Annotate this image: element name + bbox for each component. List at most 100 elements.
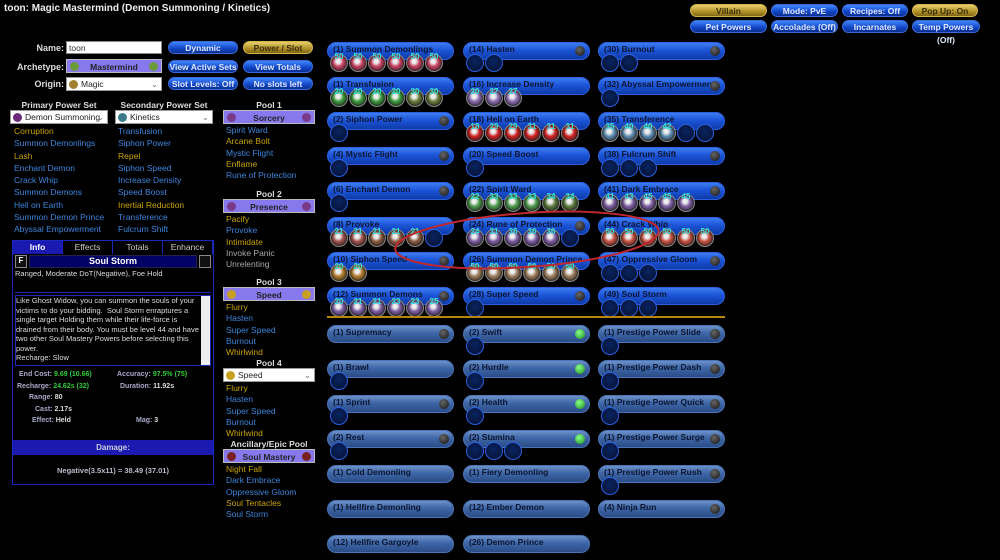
- power-slot-prestige-power-rush[interactable]: (1) Prestige Power Rush: [598, 465, 725, 495]
- power-list-item[interactable]: Summon Demonlings: [14, 138, 96, 149]
- power-slot-demon-prince[interactable]: (26) Demon Prince: [463, 535, 590, 553]
- toggle-indicator-icon[interactable]: [710, 469, 720, 479]
- enhancement-slot[interactable]: 45: [658, 192, 676, 212]
- empty-slot[interactable]: [330, 124, 348, 142]
- secondary-set-select[interactable]: Kinetics ⌄: [115, 110, 213, 124]
- archetype-selector[interactable]: Mastermind: [66, 59, 162, 73]
- power-list-item[interactable]: Summon Demons: [14, 187, 83, 198]
- power-slot-stamina[interactable]: (2) Stamina: [463, 430, 590, 460]
- origin-select[interactable]: Magic ⌄: [66, 77, 162, 91]
- power-list-item[interactable]: Super Speed: [226, 324, 276, 335]
- power-slot-rune-of-protection[interactable]: (24) Rune of Protection 24 31 36 36 36: [463, 217, 590, 247]
- enhancement-slot[interactable]: 20: [349, 262, 367, 282]
- toggle-indicator-icon[interactable]: [710, 81, 720, 91]
- power-list-item[interactable]: Pacify: [226, 214, 250, 224]
- power-list-item[interactable]: Rune of Protection: [226, 170, 297, 181]
- toggle-indicator-icon[interactable]: [710, 504, 720, 514]
- empty-slot[interactable]: [561, 229, 579, 247]
- enhancement-slot[interactable]: 30: [406, 87, 424, 107]
- power-list-item[interactable]: Speed Boost: [118, 187, 167, 198]
- enhancement-slot[interactable]: 50: [406, 52, 424, 72]
- power-slot-swift[interactable]: (2) Swift: [463, 325, 590, 355]
- power-list-item[interactable]: Fulcrum Shift: [118, 224, 169, 235]
- enhancement-slot[interactable]: 20: [466, 87, 484, 107]
- enhancement-slot[interactable]: 50: [425, 52, 443, 72]
- enhancement-slot[interactable]: 21: [330, 227, 348, 247]
- enhancement-slot[interactable]: 50: [485, 262, 503, 282]
- enhancement-slot[interactable]: 31: [485, 227, 503, 247]
- power-slot-transfusion[interactable]: (1) Transfusion 20 20 20 20 30 30: [327, 77, 454, 107]
- enhancement-slot[interactable]: 21: [368, 227, 386, 247]
- enhancement-slot[interactable]: 31: [542, 122, 560, 142]
- power-list-item[interactable]: Arcane Bolt: [226, 136, 270, 147]
- view-totals-button[interactable]: View Totals: [243, 60, 313, 73]
- power-slot-sprint[interactable]: (1) Sprint: [327, 395, 454, 425]
- empty-slot[interactable]: [466, 299, 484, 317]
- power-slot-super-speed[interactable]: (28) Super Speed: [463, 287, 590, 317]
- power-list-item[interactable]: Invoke Panic: [226, 247, 275, 258]
- power-list-item[interactable]: Siphon Speed: [118, 162, 172, 173]
- enhancement-slot[interactable]: 21: [387, 227, 405, 247]
- empty-slot[interactable]: [466, 407, 484, 425]
- toggle-indicator-icon[interactable]: [575, 46, 585, 56]
- enhancement-slot[interactable]: 23: [406, 297, 424, 317]
- power-slot-ember-demon[interactable]: (12) Ember Demon: [463, 500, 590, 518]
- pool-selector[interactable]: Speed: [223, 287, 315, 301]
- empty-slot[interactable]: [601, 89, 619, 107]
- power-list-item[interactable]: Whirlwind: [226, 347, 263, 358]
- enhancement-slot[interactable]: 22: [466, 192, 484, 212]
- power-list-item[interactable]: Mystic Flight: [226, 147, 274, 158]
- empty-slot[interactable]: [620, 54, 638, 72]
- power-list-item[interactable]: Enchant Demon: [14, 162, 75, 173]
- power-list-item[interactable]: Hell on Earth: [14, 199, 64, 210]
- enhancement-slot[interactable]: 41: [601, 192, 619, 212]
- expand-icon[interactable]: [199, 255, 211, 268]
- enhancement-slot[interactable]: 27: [504, 87, 522, 107]
- enhancement-slot[interactable]: 50: [639, 227, 657, 247]
- dynamic-button[interactable]: Dynamic: [168, 41, 238, 54]
- enhancement-slot[interactable]: 29: [485, 122, 503, 142]
- empty-slot[interactable]: [504, 442, 522, 460]
- empty-slot[interactable]: [639, 264, 657, 282]
- enhancement-slot[interactable]: 21: [368, 297, 386, 317]
- power-slot-fiery-demonling[interactable]: (1) Fiery Demonling: [463, 465, 590, 483]
- power-slot-ninja-run[interactable]: (4) Ninja Run: [598, 500, 725, 518]
- empty-slot[interactable]: [466, 337, 484, 355]
- top-button-pop-up-on[interactable]: Pop Up: On: [912, 4, 978, 17]
- description-scrollbar[interactable]: [201, 296, 210, 365]
- enhancement-slot[interactable]: 40: [620, 122, 638, 142]
- enhancement-slot[interactable]: 33: [504, 192, 522, 212]
- enhancement-slot[interactable]: 50: [561, 262, 579, 282]
- enhancement-slot[interactable]: 50: [466, 262, 484, 282]
- enhancement-slot[interactable]: 25: [425, 297, 443, 317]
- toggle-indicator-icon[interactable]: [439, 399, 449, 409]
- power-list-item[interactable]: Night Fall: [226, 464, 262, 474]
- pool-selector[interactable]: Sorcery: [223, 110, 315, 124]
- top-button-recipes-off[interactable]: Recipes: Off: [842, 4, 908, 17]
- tab-effects[interactable]: Effects: [63, 241, 113, 254]
- power-list-item[interactable]: Inertial Reduction: [118, 199, 185, 210]
- empty-slot[interactable]: [485, 442, 503, 460]
- top-button-mode-pve[interactable]: Mode: PvE: [771, 4, 838, 17]
- power-list-item[interactable]: Crack Whip: [14, 175, 58, 186]
- enhancement-slot[interactable]: 36: [542, 227, 560, 247]
- power-slot-supremacy[interactable]: (1) Supremacy: [327, 325, 454, 343]
- power-slot-hasten[interactable]: (14) Hasten: [463, 42, 590, 72]
- enhancement-slot[interactable]: 20: [387, 87, 405, 107]
- toggle-indicator-icon[interactable]: [710, 329, 720, 339]
- enhancement-slot[interactable]: 20: [349, 87, 367, 107]
- power-slot-crack-whip[interactable]: (44) Crack Whip 50 50 50 50 50 50: [598, 217, 725, 247]
- power-slot-fulcrum-shift[interactable]: (38) Fulcrum Shift: [598, 147, 725, 177]
- enhancement-slot[interactable]: 23: [387, 297, 405, 317]
- power-slot-siphon-power[interactable]: (2) Siphon Power: [327, 112, 454, 142]
- top-button-temp-powers-off-[interactable]: Temp Powers (Off): [912, 20, 980, 45]
- power-list-item[interactable]: Transference: [118, 212, 168, 223]
- empty-slot[interactable]: [330, 159, 348, 177]
- power-slot-rest[interactable]: (2) Rest: [327, 430, 454, 460]
- enhancement-slot[interactable]: 50: [368, 52, 386, 72]
- enhancement-slot[interactable]: 21: [349, 227, 367, 247]
- empty-slot[interactable]: [601, 337, 619, 355]
- toggle-indicator-icon[interactable]: [575, 434, 585, 444]
- toggle-indicator-icon[interactable]: [439, 186, 449, 196]
- power-slot-prestige-power-surge[interactable]: (1) Prestige Power Surge: [598, 430, 725, 460]
